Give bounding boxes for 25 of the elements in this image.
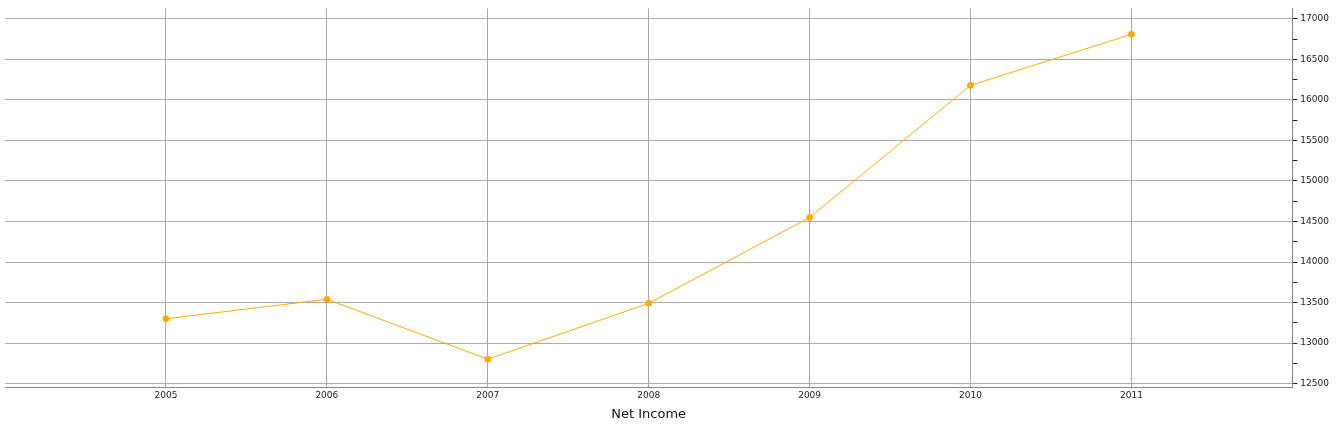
x-tick-label: 2009 bbox=[798, 390, 822, 401]
point bbox=[1127, 30, 1135, 38]
y-tick-label: 13500 bbox=[1300, 296, 1330, 307]
point bbox=[323, 295, 331, 303]
y-tick-label: 15500 bbox=[1300, 134, 1330, 145]
x-tick-label: 2011 bbox=[1120, 390, 1143, 401]
y-tick-label: 16000 bbox=[1300, 94, 1330, 105]
y-tick-label: 15000 bbox=[1300, 175, 1330, 186]
point bbox=[162, 315, 170, 323]
point bbox=[484, 355, 492, 363]
x-tick-label: 2010 bbox=[959, 390, 983, 401]
x-tick-label: 2008 bbox=[637, 390, 661, 401]
point bbox=[806, 213, 814, 221]
x-tick-label: 2007 bbox=[476, 390, 500, 401]
y-tick-label: 14000 bbox=[1300, 256, 1330, 267]
x-tick-label: 2005 bbox=[154, 390, 178, 401]
x-tick-label: 2006 bbox=[315, 390, 339, 401]
point bbox=[967, 81, 975, 89]
y-tick-label: 14500 bbox=[1300, 215, 1330, 226]
x-axis-title: Net Income bbox=[611, 405, 687, 421]
y-tick-label: 16500 bbox=[1300, 53, 1330, 64]
y-tick-label: 17000 bbox=[1300, 13, 1330, 24]
y-tick-label: 13000 bbox=[1300, 337, 1330, 348]
y-tick-label: 12500 bbox=[1300, 377, 1330, 388]
point bbox=[645, 299, 653, 307]
